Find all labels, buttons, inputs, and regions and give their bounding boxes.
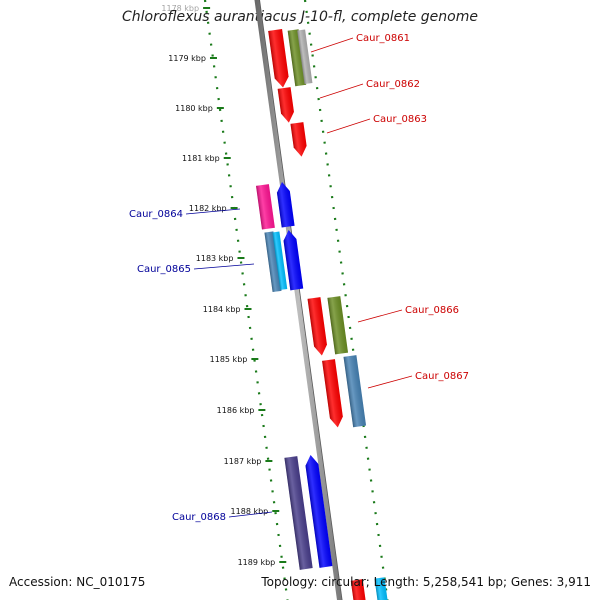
feature-blue <box>276 182 295 228</box>
feature-red <box>350 579 368 600</box>
kbp-tick-label: 1183 kbp <box>196 254 234 263</box>
feature-blue <box>283 230 304 291</box>
accession-text: Accession: NC_010175 <box>9 575 146 589</box>
feature-cyan <box>272 231 288 290</box>
gene-label-leader <box>193 263 255 270</box>
kbp-tick-label: 1189 kbp <box>238 558 276 567</box>
kbp-tick-label: 1180 kbp <box>175 104 213 113</box>
gene-label-leader <box>326 118 371 134</box>
feature-steelblue <box>264 231 282 293</box>
feature-red <box>277 87 294 123</box>
kbp-tick-label: 1182 kbp <box>189 204 227 213</box>
feature-darkslate <box>284 456 313 570</box>
backbone-line <box>254 0 343 600</box>
feature-red <box>290 122 307 157</box>
feature-red <box>307 297 327 356</box>
tick-dot-tracks <box>203 0 389 600</box>
gene-label[interactable]: Caur_0868 <box>172 512 226 523</box>
gene-label[interactable]: Caur_0862 <box>366 79 420 90</box>
gene-label[interactable]: Caur_0864 <box>129 209 183 220</box>
kbp-tick-label: 1185 kbp <box>210 355 248 364</box>
gene-label-leader <box>185 208 241 215</box>
genome-backbone <box>254 0 343 600</box>
map-title: Chloroflexus aurantiacus J-10-fl, comple… <box>122 9 478 25</box>
gene-label[interactable]: Caur_0861 <box>356 33 410 44</box>
kbp-tick-label: 1178 kbp <box>161 4 199 13</box>
feature-magenta <box>255 184 275 230</box>
gene-label-leader <box>228 511 273 518</box>
gene-features <box>255 29 390 600</box>
gene-label-leader <box>310 37 354 53</box>
kbp-tick-label: 1186 kbp <box>217 406 255 415</box>
outer-dot-track <box>303 0 389 600</box>
feature-grey <box>297 29 313 85</box>
feature-blue <box>305 455 333 568</box>
inner-dot-track <box>203 0 289 600</box>
feature-red <box>268 29 289 88</box>
feature-red <box>322 359 343 428</box>
gene-label[interactable]: Caur_0863 <box>373 114 427 125</box>
gene-label[interactable]: Caur_0866 <box>405 305 459 316</box>
kbp-tick-label: 1181 kbp <box>182 154 220 163</box>
kbp-tick-label: 1184 kbp <box>203 305 241 314</box>
kbp-tick-label: 1179 kbp <box>168 54 206 63</box>
kbp-tick-label: 1187 kbp <box>224 457 262 466</box>
gene-label-leader <box>367 375 413 389</box>
genome-summary-text: Topology: circular; Length: 5,258,541 bp… <box>261 575 591 589</box>
gene-label[interactable]: Caur_0867 <box>415 371 469 382</box>
gene-label[interactable]: Caur_0865 <box>137 264 191 275</box>
gene-label-leader <box>357 309 403 323</box>
kbp-ticks: 1178 kbp 1179 kbp 1180 kbp 1181 kbp 1182 kbp… <box>161 4 287 567</box>
feature-olive <box>327 296 349 355</box>
gene-labels: Caur_0861 Caur_0862 Caur_0863 Caur_0864 Caur… <box>129 33 469 523</box>
feature-cyan <box>374 577 390 600</box>
feature-steelblue <box>343 355 367 428</box>
gene-label-leader <box>319 83 364 99</box>
feature-olive <box>287 29 307 87</box>
kbp-tick-label: 1188 kbp <box>231 507 269 516</box>
